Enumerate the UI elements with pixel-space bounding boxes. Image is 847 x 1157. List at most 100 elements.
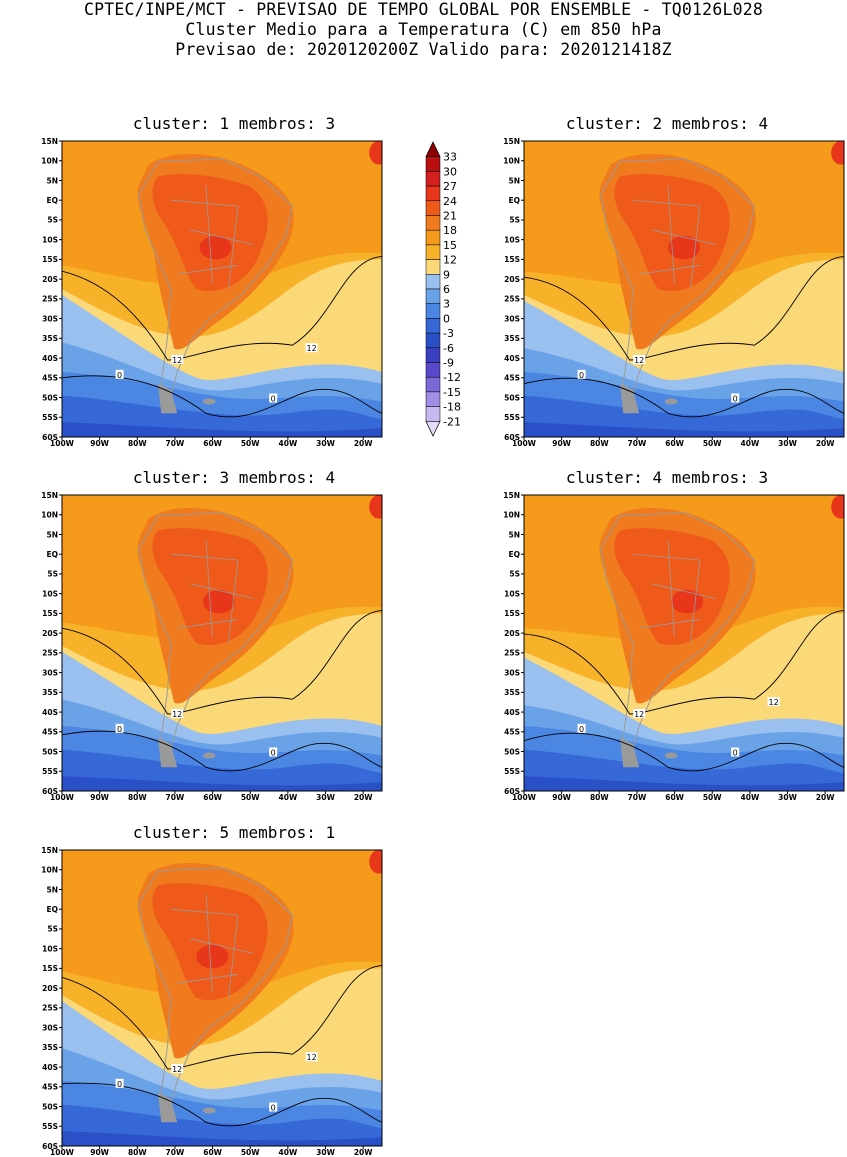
lat-tick-label: 25S	[504, 295, 520, 304]
lat-tick-label: 50S	[42, 1102, 58, 1111]
colorbar-label: 3	[443, 298, 450, 311]
lon-tick-label: 40W	[741, 439, 760, 448]
lat-tick-label: 15N	[503, 491, 520, 500]
contour-label-text: 0	[271, 1104, 276, 1113]
colorbar-swatch	[425, 274, 441, 290]
field-minus6-3	[62, 776, 382, 791]
field-24-27	[668, 235, 700, 260]
falklands	[664, 752, 678, 759]
field-minus6-3	[524, 776, 844, 791]
panel-1-title: cluster: 1 membros: 3	[132, 114, 336, 133]
contour-label-0: 0	[731, 747, 740, 758]
lat-tick-label: 10S	[42, 236, 58, 245]
contour-0	[524, 377, 844, 418]
colorbar-swatch	[425, 362, 441, 378]
colorbar-swatch	[425, 332, 441, 349]
contour-label-text: 12	[307, 344, 317, 353]
field-21-24	[152, 528, 268, 646]
lon-tick-label: 40W	[279, 1148, 298, 1157]
lat-tick-label: 60S	[42, 787, 58, 796]
lat-tick-label: 25S	[42, 649, 58, 658]
lon-tick-label: 60W	[203, 1148, 222, 1157]
colorbar-label: 30	[443, 165, 457, 178]
lat-tick-label: 25S	[504, 649, 520, 658]
colorbar-swatch	[425, 229, 441, 246]
contour-label-text: 0	[579, 725, 584, 734]
patagonia-land	[620, 737, 640, 768]
field-21-24	[614, 528, 730, 646]
field-minus6-3	[524, 422, 844, 437]
colorbar-swatch	[425, 347, 441, 363]
contour-label-text: 0	[579, 371, 584, 380]
contour-label-0: 0	[269, 747, 278, 758]
lon-tick-label: 50W	[241, 1148, 260, 1157]
lon-tick-label: 30W	[316, 793, 335, 802]
contour-label-0: 0	[115, 723, 124, 734]
colorbar-label: 0	[443, 312, 450, 325]
lat-tick-label: 30S	[504, 668, 520, 677]
lat-tick-label: 15S	[42, 609, 58, 618]
colorbar-swatch	[425, 303, 441, 319]
contour-12	[524, 609, 844, 715]
country-border	[690, 206, 701, 290]
field-minus6-3	[62, 422, 382, 437]
colorbar-swatch	[425, 406, 441, 422]
colorbar-swatch	[425, 156, 441, 172]
country-border	[177, 973, 239, 984]
colorbar-label: -3	[443, 327, 454, 340]
lon-tick-label: 100W	[50, 439, 75, 448]
lat-tick-label: 10S	[504, 590, 520, 599]
field-24-27	[196, 944, 229, 969]
lat-tick-label: 55S	[504, 413, 520, 422]
contour-label-text: 0	[117, 371, 122, 380]
contour-12	[62, 964, 382, 1070]
colorbar-label: 27	[443, 180, 457, 193]
lat-tick-label: 45S	[504, 374, 520, 383]
country-border	[228, 560, 239, 644]
contour-label-text: 12	[172, 710, 182, 719]
africa-warm	[369, 141, 382, 165]
colorbar-label: -15	[443, 386, 461, 399]
colorbar-label: -12	[443, 371, 461, 384]
lat-tick-label: 5S	[509, 216, 520, 225]
panel-3-title: cluster: 3 membros: 4	[132, 468, 336, 487]
lat-tick-label: 60S	[42, 433, 58, 442]
lat-tick-label: 5N	[47, 530, 59, 539]
country-border	[189, 938, 255, 954]
contour-label-text: 12	[769, 698, 779, 707]
lon-tick-label: 20W	[354, 793, 373, 802]
lat-tick-label: 20S	[504, 275, 520, 284]
colorbar-swatch	[425, 259, 441, 275]
lat-tick-label: 40S	[42, 708, 58, 717]
contour-label-text: 0	[271, 395, 276, 404]
lat-tick-label: 45S	[42, 374, 58, 383]
lon-tick-label: 90W	[90, 1148, 109, 1157]
colorbar-label: -21	[443, 415, 461, 428]
lat-tick-label: 5N	[47, 885, 59, 894]
lon-tick-label: 50W	[703, 793, 722, 802]
falklands	[202, 752, 216, 759]
lat-tick-label: 10N	[503, 157, 520, 166]
country-border	[205, 185, 213, 284]
lat-tick-label: 25S	[42, 295, 58, 304]
country-border	[228, 915, 239, 999]
contour-label-text: 12	[634, 356, 644, 365]
colorbar-arrow-top	[425, 141, 441, 158]
panel-4-title: cluster: 4 membros: 3	[565, 468, 769, 487]
coastline	[138, 158, 293, 410]
lat-tick-label: 5N	[509, 176, 521, 185]
colorbar-swatch	[425, 318, 441, 334]
contour-label-12: 12	[171, 1064, 184, 1074]
lat-tick-label: 30S	[42, 1023, 58, 1032]
contour-label-text: 0	[733, 749, 738, 758]
contour-label-text: 12	[307, 1053, 317, 1062]
africa-warm	[369, 495, 382, 519]
lon-tick-label: 70W	[628, 439, 647, 448]
africa-warm	[831, 141, 844, 165]
contour-label-text: 0	[117, 725, 122, 734]
panel-3-map: 12 0 0 15N 10N 5N EQ 5S 10S 15S 20S 25S 30S 35S 40S 45S…	[41, 491, 383, 802]
lat-tick-label: EQ	[509, 550, 521, 559]
country-border	[651, 229, 717, 245]
country-border	[632, 553, 701, 561]
map-frame	[61, 140, 383, 438]
